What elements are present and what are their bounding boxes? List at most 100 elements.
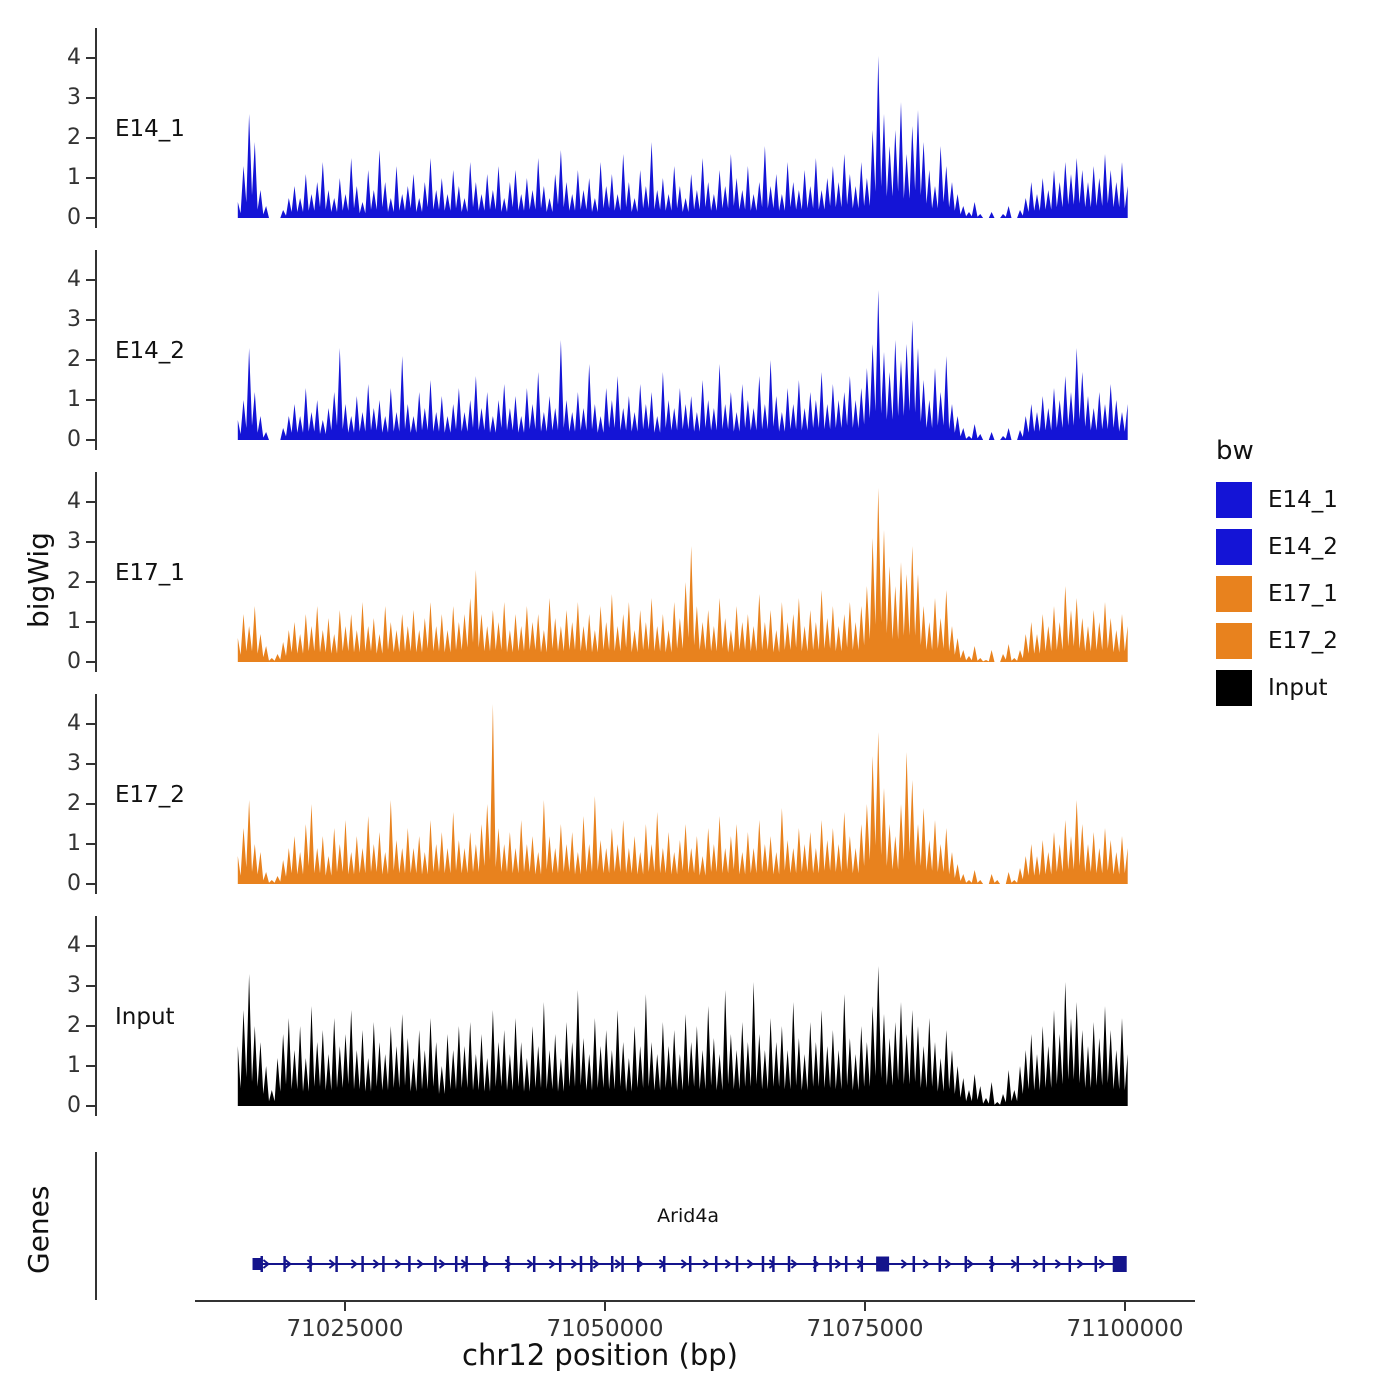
y-tick-label: 4 [67, 45, 81, 70]
legend-items: E14_1 E14_2 E17_1 E17_2 Input [1216, 482, 1338, 706]
legend-item-E14_1: E14_1 [1216, 482, 1338, 518]
y-tick-label: 0 [67, 649, 81, 674]
y-tick-label: 3 [67, 529, 81, 554]
legend-swatch [1216, 529, 1252, 565]
x-tick-mark [604, 1302, 606, 1311]
x-tick-label: 71100000 [1066, 1316, 1184, 1342]
legend: bw E14_1 E14_2 E17_1 E17_2 Input [1216, 436, 1338, 717]
signal-area [237, 966, 1128, 1106]
y-tick-mark [86, 621, 96, 623]
y-tick-mark [86, 1025, 96, 1027]
legend-label: E17_2 [1268, 628, 1338, 654]
legend-title: bw [1216, 436, 1254, 466]
legend-label: Input [1268, 675, 1328, 701]
x-tick-mark [344, 1302, 346, 1311]
y-tick-label: 4 [67, 489, 81, 514]
track-panel-E17_2: E17_2 0 1 2 3 4 [67, 694, 1197, 896]
legend-item-E17_2: E17_2 [1216, 623, 1338, 659]
y-tick-label: 0 [67, 427, 81, 452]
y-tick-label: 1 [67, 831, 81, 856]
track-label: Input [115, 1004, 175, 1030]
y-tick-mark [86, 1105, 96, 1107]
legend-swatch [1216, 482, 1252, 518]
y-tick-label: 3 [67, 85, 81, 110]
x-tick-mark [1124, 1302, 1126, 1311]
legend-label: E14_2 [1268, 534, 1338, 560]
y-tick-mark [86, 359, 96, 361]
track-label: E17_1 [115, 560, 185, 586]
y-tick-mark [86, 945, 96, 947]
legend-swatch [1216, 576, 1252, 612]
track-panel-E17_1: E17_1 0 1 2 3 4 [67, 472, 1197, 674]
legend-label: E17_1 [1268, 581, 1338, 607]
y-tick-mark [86, 439, 96, 441]
signal-area [237, 56, 1128, 218]
y-tick-label: 1 [67, 609, 81, 634]
legend-item-E14_2: E14_2 [1216, 529, 1338, 565]
y-tick-label: 0 [67, 871, 81, 896]
y-tick-mark [86, 581, 96, 583]
x-tick-mark [864, 1302, 866, 1311]
track-panel-E14_1: E14_1 0 1 2 3 4 [67, 28, 1197, 230]
y-tick-label: 3 [67, 307, 81, 332]
legend-label: E14_1 [1268, 487, 1338, 513]
y-tick-mark [86, 843, 96, 845]
x-tick-label: 71025000 [286, 1316, 404, 1342]
y-tick-mark [86, 723, 96, 725]
y-tick-label: 2 [67, 125, 81, 150]
legend-swatch [1216, 670, 1252, 706]
y-tick-mark [86, 399, 96, 401]
svg-text:Arid4a: Arid4a [657, 1205, 719, 1227]
y-tick-mark [86, 501, 96, 503]
y-tick-mark [86, 1065, 96, 1067]
x-axis-line [195, 1300, 1195, 1302]
signal-area [237, 704, 1128, 884]
y-tick-mark [86, 985, 96, 987]
gene-model: Arid4a [252, 1205, 1127, 1272]
y-tick-mark [86, 661, 96, 663]
tracks-container: E14_1 0 1 2 3 4 E14_2 0 1 2 3 4 E17_1 0 1 2 3 4 E17_… [67, 28, 1197, 1138]
y-tick-label: 2 [67, 347, 81, 372]
track-panel-Input: Input 0 1 2 3 4 [67, 916, 1197, 1118]
y-tick-label: 0 [67, 205, 81, 230]
y-tick-mark [86, 137, 96, 139]
x-axis-title: chr12 position (bp) [462, 1338, 738, 1372]
x-tick-label: 71050000 [546, 1316, 664, 1342]
legend-item-Input: Input [1216, 670, 1338, 706]
x-tick-label: 71075000 [806, 1316, 924, 1342]
y-tick-label: 2 [67, 569, 81, 594]
y-tick-label: 1 [67, 1053, 81, 1078]
gene-track-panel: Arid4a [95, 1152, 1197, 1300]
y-tick-mark [86, 319, 96, 321]
y-tick-mark [86, 57, 96, 59]
legend-item-E17_1: E17_1 [1216, 576, 1338, 612]
track-label: E14_1 [115, 116, 185, 142]
signal-area [237, 488, 1128, 662]
y-tick-mark [86, 541, 96, 543]
y-tick-mark [86, 97, 96, 99]
x-axis: 71025000 71050000 71075000 71100000 [95, 1300, 1195, 1370]
genes-axis-title: Genes [22, 1185, 55, 1275]
y-tick-mark [86, 803, 96, 805]
signal-area [237, 290, 1128, 440]
y-tick-label: 2 [67, 791, 81, 816]
y-tick-mark [86, 279, 96, 281]
y-tick-label: 1 [67, 387, 81, 412]
track-panel-E14_2: E14_2 0 1 2 3 4 [67, 250, 1197, 452]
y-tick-mark [86, 883, 96, 885]
legend-swatch [1216, 623, 1252, 659]
y-tick-mark [86, 177, 96, 179]
track-label: E14_2 [115, 338, 185, 364]
y-tick-label: 3 [67, 751, 81, 776]
y-tick-label: 2 [67, 1013, 81, 1038]
y-tick-mark [86, 763, 96, 765]
y-tick-label: 4 [67, 933, 81, 958]
y-tick-label: 0 [67, 1093, 81, 1118]
y-tick-mark [86, 217, 96, 219]
y-tick-label: 4 [67, 267, 81, 292]
y-tick-label: 3 [67, 973, 81, 998]
y-tick-label: 1 [67, 165, 81, 190]
y-tick-label: 4 [67, 711, 81, 736]
track-label: E17_2 [115, 782, 185, 808]
